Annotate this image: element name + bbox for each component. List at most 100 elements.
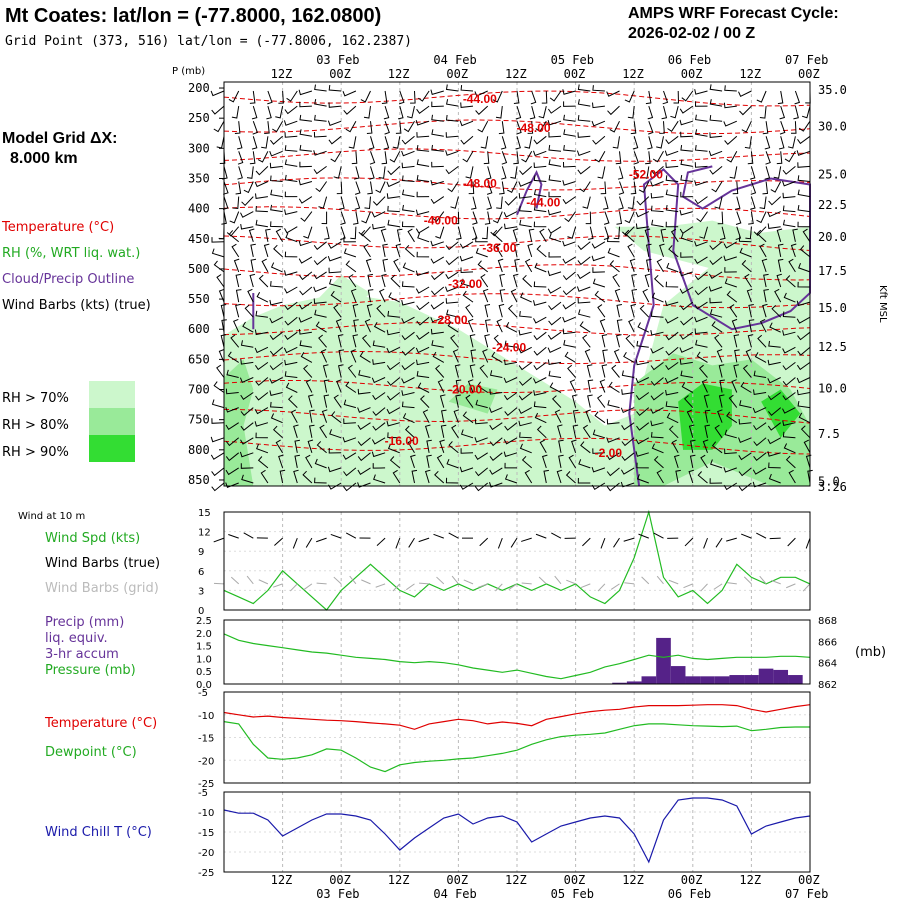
wind-barb [803,439,811,454]
wind-barb [489,452,503,462]
wind-barb [431,271,445,281]
wind-barb [244,304,254,318]
wind-barb [416,331,430,340]
wind-barb [782,362,796,371]
wind-barb [646,243,652,257]
wind-barb [519,432,532,439]
wind-barb [794,90,801,105]
wind-barb [533,390,547,396]
wind-barb [651,292,664,303]
wind-barb [562,301,576,310]
wind-barb [382,258,388,272]
wind-barb [299,114,312,122]
isotherm [223,90,811,107]
wind-barb [237,166,243,180]
wind-barb [333,304,342,318]
temperature-label: -32.00 [448,277,482,291]
wind-barb [688,469,695,484]
wind-barb [762,303,768,318]
wind-barb [393,258,401,273]
wind-barb [371,211,386,218]
dewpoint-line [223,721,810,773]
wind-barb [534,412,547,424]
wind-barb [694,256,708,264]
wind-barb [474,437,488,443]
wind-barb [635,359,649,366]
wind-barb [284,286,298,294]
wind-barb [541,90,548,104]
wind-barb [318,334,327,348]
wind-barb [358,369,371,378]
wind-barb [392,136,401,149]
wind-barb [651,443,664,454]
wind-barb [254,361,269,371]
wind-barb [338,349,345,363]
legend-wind: Wind Barbs (kts) (true) [2,298,151,313]
wind-barb [401,221,415,228]
wind-barb-grid [521,582,532,585]
temperature-label: -48.00 [517,121,551,135]
wind-barb [337,334,344,348]
wind-barb [577,99,591,107]
wind-barb-grid [230,576,240,585]
wind-barb [401,162,415,169]
wind-barb [221,319,227,333]
wind-barb [630,121,637,135]
wind-barb [499,289,506,303]
wind-barb [363,243,371,258]
wind-barb-grid [713,583,723,590]
wind-barb [799,245,811,258]
wind-barb [231,106,240,119]
wind-barb [401,331,415,341]
wind-barb [459,241,474,249]
wind-barb [664,150,679,157]
wind-barb [499,181,505,195]
wind-barb [498,303,505,318]
wind-barb [265,228,271,242]
y-tick-label: -25 [198,868,214,879]
wind-barb [679,226,694,235]
wind-barb [309,424,315,438]
wind-barb [381,90,388,104]
wind-barb [401,150,415,157]
wind-barb [563,114,576,122]
wind-barb [527,121,534,134]
wind-barb [352,334,358,348]
wind-barb [592,85,605,92]
wind-barb [656,469,664,484]
isotherm [223,206,811,220]
wind-barb [273,244,283,258]
wind-barb [403,120,415,133]
wind-barb [465,166,474,179]
wind-barb [483,151,490,165]
wind-barb [241,196,254,207]
wind-barb [235,181,242,195]
wind-barb [668,245,679,258]
wind-barb [599,318,606,333]
wind-barb [411,469,418,484]
wind-barb [452,349,459,363]
wind-barb [741,260,752,273]
wind-barb [645,90,652,105]
wind-barb [354,196,361,210]
wind-barb [592,429,606,439]
wind-barb [476,381,488,393]
wind-barb [460,267,474,274]
wind-barb [665,281,679,288]
wind-barb-grid [246,575,254,585]
wind-barb [404,244,415,258]
wind-barb [333,166,342,179]
wind-barb-true [805,537,811,549]
wind-barb [734,196,741,210]
temp-legend-entry: Temperature (°C) [44,716,157,731]
wind-barb [225,388,239,395]
wind-barb [711,321,723,333]
pressure-tick-label: 200 [188,81,210,95]
temperature-label: -48.00 [463,176,497,190]
wind-barb [711,441,723,454]
wind-barb [475,236,488,243]
wind-barb [782,330,796,336]
y-tick-label: -10 [198,808,214,819]
wind-barb [260,469,269,484]
pressure-tick-label: 700 [188,383,210,397]
